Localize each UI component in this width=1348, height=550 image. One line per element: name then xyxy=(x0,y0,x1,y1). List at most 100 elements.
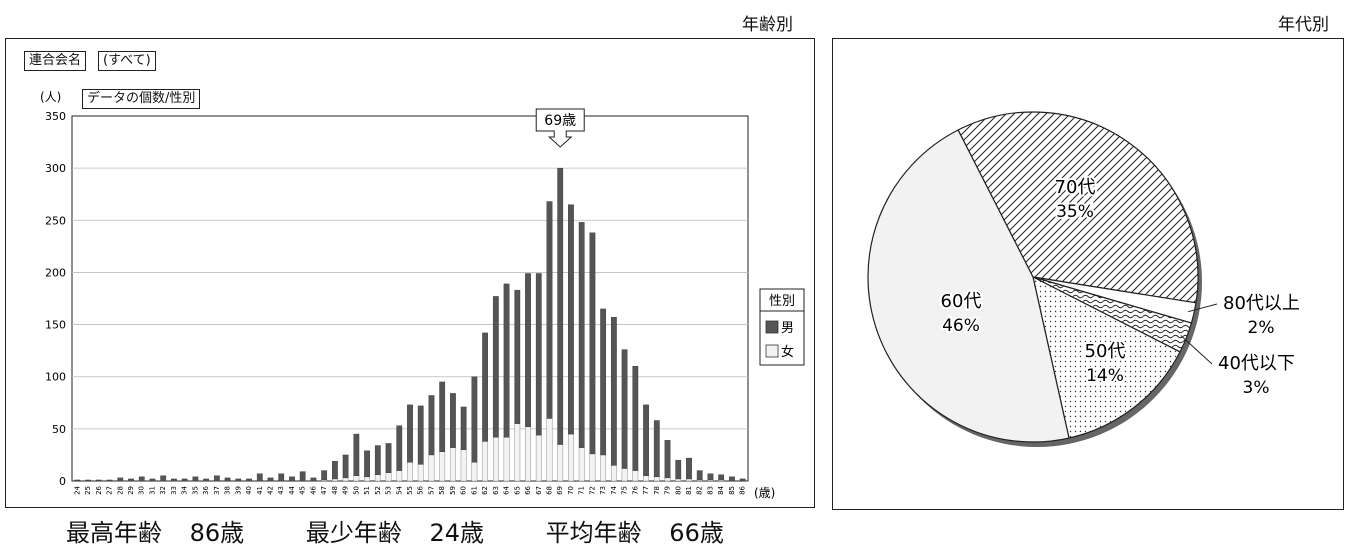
bar-male-72 xyxy=(589,232,596,455)
bar-male-57 xyxy=(428,395,435,456)
x-tick-label: 44 xyxy=(288,485,296,494)
bar-female-50 xyxy=(353,475,360,482)
bar-male-26 xyxy=(95,479,102,482)
y-tick-label: 100 xyxy=(45,371,66,384)
bar-male-79 xyxy=(664,440,671,479)
bar-male-47 xyxy=(321,470,328,481)
x-tick-label: 55 xyxy=(406,486,414,495)
slice-pct-40代以下: 3% xyxy=(1243,378,1270,398)
avg-age-value: 66歳 xyxy=(669,519,724,547)
bar-male-38 xyxy=(224,477,231,482)
bar-male-58 xyxy=(439,381,446,452)
bar-male-71 xyxy=(578,222,585,448)
x-tick-label: 75 xyxy=(621,486,629,495)
bar-male-29 xyxy=(128,478,134,482)
bar-male-52 xyxy=(374,445,381,475)
bar-female-75 xyxy=(621,468,628,482)
slice-label-40代以下: 40代以下 xyxy=(1218,353,1295,374)
avg-age-label: 平均年齢 xyxy=(545,519,642,547)
bar-male-86 xyxy=(739,478,746,482)
bar-female-77 xyxy=(643,475,649,482)
filter-value-dropdown[interactable]: (すべて) xyxy=(98,51,156,71)
x-tick-label: 68 xyxy=(545,486,553,495)
legend-label-女: 女 xyxy=(781,344,794,360)
x-tick-label: 40 xyxy=(245,486,253,495)
bar-male-73 xyxy=(600,308,607,456)
x-tick-label: 76 xyxy=(631,485,639,494)
x-tick-label: 42 xyxy=(267,486,275,495)
x-tick-label: 32 xyxy=(159,486,167,495)
decade-section-title: 年代別 xyxy=(1278,15,1329,35)
x-tick-label: 60 xyxy=(460,486,468,495)
annotation-callout xyxy=(535,108,585,148)
bar-male-61 xyxy=(471,376,478,463)
slice-label-70代: 70代 xyxy=(1055,177,1096,198)
slice-pct-80代以上: 2% xyxy=(1248,318,1275,338)
x-tick-label: 74 xyxy=(610,485,618,494)
x-tick-label: 45 xyxy=(299,486,307,495)
bar-male-70 xyxy=(568,204,574,435)
age-section-title: 年齢別 xyxy=(742,15,793,35)
x-tick-label: 83 xyxy=(706,486,714,495)
bar-male-65 xyxy=(514,289,521,424)
x-tick-label: 63 xyxy=(492,486,500,495)
x-tick-label: 31 xyxy=(148,486,156,495)
bar-male-31 xyxy=(149,478,156,482)
bar-female-81 xyxy=(686,478,692,482)
x-tick-label: 35 xyxy=(191,486,199,495)
bar-female-61 xyxy=(471,462,478,482)
bar-female-63 xyxy=(492,437,499,482)
x-tick-label: 39 xyxy=(234,486,242,495)
min-age-label: 最少年齢 xyxy=(305,519,402,547)
bar-female-65 xyxy=(514,423,521,482)
bar-female-70 xyxy=(568,433,574,482)
x-tick-label: 28 xyxy=(116,486,124,495)
x-tick-label: 78 xyxy=(653,486,661,495)
y-tick-label: 50 xyxy=(52,423,66,436)
pie-slice-60代 xyxy=(867,129,1070,443)
x-tick-label: 62 xyxy=(481,486,489,495)
x-tick-label: 77 xyxy=(642,486,650,495)
x-tick-label: 61 xyxy=(470,486,478,495)
bar-male-62 xyxy=(482,332,488,442)
bar-male-28 xyxy=(117,477,124,482)
x-tick-label: 80 xyxy=(674,486,682,495)
y-tick-label: 350 xyxy=(45,110,66,123)
bar-female-74 xyxy=(610,465,617,482)
y-axis-unit: (人) xyxy=(40,90,61,104)
x-tick-label: 52 xyxy=(374,486,382,495)
bar-male-30 xyxy=(138,476,145,482)
bar-male-60 xyxy=(460,406,467,450)
bar-female-54 xyxy=(396,470,403,482)
bar-female-76 xyxy=(632,470,639,482)
bar-male-54 xyxy=(396,425,403,471)
x-tick-label: 69 xyxy=(556,486,564,495)
x-tick-label: 46 xyxy=(309,485,317,494)
age-statistics: 最高年齢 86歳 最少年齢 24歳 平均年齢 66歳 xyxy=(66,513,724,548)
bar-female-80 xyxy=(675,478,682,482)
bar-female-59 xyxy=(450,447,456,482)
min-age-value: 24歳 xyxy=(429,519,485,547)
x-tick-label: 67 xyxy=(535,486,543,495)
x-tick-label: 66 xyxy=(524,485,532,494)
bar-male-81 xyxy=(686,457,692,480)
x-tick-label: 29 xyxy=(127,486,135,495)
x-tick-label: 72 xyxy=(588,486,596,495)
bar-male-50 xyxy=(353,433,360,476)
x-tick-label: 65 xyxy=(513,486,521,495)
x-tick-label: 53 xyxy=(385,486,393,495)
bar-male-77 xyxy=(643,404,649,476)
y-tick-label: 250 xyxy=(45,214,66,227)
x-tick-label: 33 xyxy=(170,486,178,495)
bar-male-34 xyxy=(181,478,188,482)
bar-female-67 xyxy=(535,434,542,482)
bar-female-53 xyxy=(385,472,392,482)
bar-male-25 xyxy=(85,479,91,482)
leader-line-40代以下 xyxy=(1180,335,1213,365)
legend-label-男: 男 xyxy=(781,321,794,336)
x-tick-label: 81 xyxy=(685,486,693,495)
bar-male-51 xyxy=(364,450,370,478)
x-axis-unit: (歳) xyxy=(754,486,775,500)
